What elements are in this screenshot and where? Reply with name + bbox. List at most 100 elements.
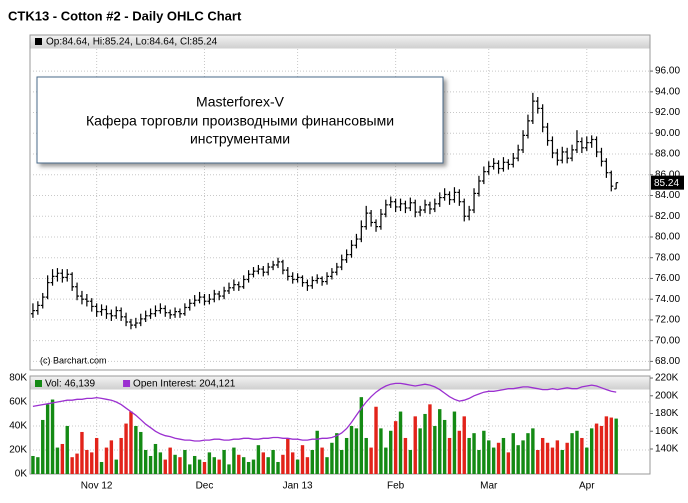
volume-bar xyxy=(354,428,359,474)
y2-tick-label: 200K xyxy=(655,390,679,401)
volume-bar xyxy=(545,442,550,474)
volume-bar xyxy=(423,413,427,474)
volume-bar xyxy=(531,428,535,474)
volume-bar xyxy=(237,454,241,474)
volume-bar xyxy=(550,447,555,474)
volume-bar xyxy=(364,437,368,474)
volume-bar xyxy=(491,447,496,474)
volume-bar xyxy=(315,430,319,474)
volume-bar xyxy=(428,404,432,474)
volume-bar xyxy=(271,449,275,474)
volume-bar xyxy=(594,423,599,474)
y-tick-label: 60K xyxy=(9,397,27,408)
y-tick-label: 40K xyxy=(9,421,27,432)
volume-bar xyxy=(148,455,153,474)
y-tick-label: 86.00 xyxy=(655,169,680,180)
volume-bar xyxy=(438,409,442,474)
y-tick-label: 70.00 xyxy=(655,335,680,346)
volume-bar xyxy=(119,437,123,474)
volume-bar xyxy=(261,452,265,474)
volume-bar xyxy=(41,419,45,474)
volume-bar xyxy=(359,397,364,474)
y-tick-label: 82.00 xyxy=(655,211,680,222)
volume-bar xyxy=(585,447,589,474)
volume-bar xyxy=(580,437,584,474)
volume-bar xyxy=(457,430,462,474)
volume-bar xyxy=(614,418,618,474)
volume-bar xyxy=(227,464,231,474)
volume-bar xyxy=(408,449,413,474)
volume-bar xyxy=(134,425,138,474)
credit: (c) Barchart.com xyxy=(40,355,107,365)
x-tick-label: Apr xyxy=(579,481,595,492)
y-tick-label: 78.00 xyxy=(655,252,680,263)
volume-bar xyxy=(575,430,579,474)
volume-bar xyxy=(536,449,540,474)
volume-bar xyxy=(143,449,148,474)
volume-bar xyxy=(384,447,388,474)
legend-swatch xyxy=(35,38,42,45)
y-tick-label: 80.00 xyxy=(655,232,680,243)
x-tick-label: Jan 13 xyxy=(283,481,313,492)
y-tick-label: 74.00 xyxy=(655,294,680,305)
volume-bar xyxy=(501,437,506,474)
volume-bar xyxy=(433,425,437,474)
volume-bar xyxy=(124,423,128,474)
volume-bar xyxy=(183,449,187,474)
x-tick-label: Feb xyxy=(387,481,405,492)
volume-bar xyxy=(99,461,104,474)
annotation-line: инструментами xyxy=(190,131,290,147)
volume-bar xyxy=(241,457,246,474)
legend-label: Open Interest: 204,121 xyxy=(133,379,236,390)
volume-bar xyxy=(604,416,609,474)
volume-bar xyxy=(393,421,398,474)
volume-bar xyxy=(521,440,525,474)
volume-bar xyxy=(65,425,69,474)
volume-bar xyxy=(506,452,511,474)
volume-bar xyxy=(349,425,354,474)
volume-bar xyxy=(202,461,207,474)
price-legend: Op:84.64, Hi:85.24, Lo:84.64, Cl:85.24 xyxy=(46,37,218,48)
volume-bar xyxy=(325,457,329,474)
y-tick-label: 90.00 xyxy=(655,128,680,139)
volume-bar xyxy=(305,457,310,474)
y-tick-label: 68.00 xyxy=(655,356,680,367)
volume-bar xyxy=(560,449,564,474)
x-tick-label: Nov 12 xyxy=(81,481,113,492)
last-price-label: 85.24 xyxy=(654,178,679,189)
volume-bar xyxy=(256,445,261,474)
y2-tick-label: 220K xyxy=(655,373,679,384)
y-tick-label: 84.00 xyxy=(655,190,680,201)
x-tick-label: Dec xyxy=(196,481,214,492)
volume-bar xyxy=(94,437,99,474)
y-tick-label: 96.00 xyxy=(655,66,680,77)
volume-legend-bar xyxy=(30,376,650,390)
volume-bar xyxy=(516,445,520,474)
volume-bar xyxy=(310,449,315,474)
y2-tick-label: 180K xyxy=(655,408,679,419)
volume-bar xyxy=(300,445,305,474)
volume-bar xyxy=(192,455,197,474)
volume-bar xyxy=(75,453,79,474)
volume-bar xyxy=(276,461,280,474)
volume-bar xyxy=(109,440,114,474)
annotation-line: Masterforex-V xyxy=(196,94,285,110)
volume-bar xyxy=(482,430,486,474)
volume-bar xyxy=(295,459,300,474)
volume-bar xyxy=(589,428,594,474)
y-tick-label: 80K xyxy=(9,373,27,384)
legend-swatch xyxy=(35,380,42,387)
volume-bar xyxy=(188,464,192,474)
volume-bar xyxy=(36,457,40,474)
volume-bar xyxy=(246,461,251,474)
volume-bar xyxy=(398,411,403,474)
volume-bar xyxy=(80,431,84,474)
volume-bar xyxy=(487,440,491,474)
y-tick-label: 76.00 xyxy=(655,273,680,284)
annotation-line: Кафера торговли производными финансовыми xyxy=(86,113,394,129)
volume-bar xyxy=(369,447,373,474)
volume-bar xyxy=(374,406,378,474)
volume-bar xyxy=(31,455,35,474)
last-price-box xyxy=(651,175,684,190)
y-tick-label: 88.00 xyxy=(655,149,680,160)
